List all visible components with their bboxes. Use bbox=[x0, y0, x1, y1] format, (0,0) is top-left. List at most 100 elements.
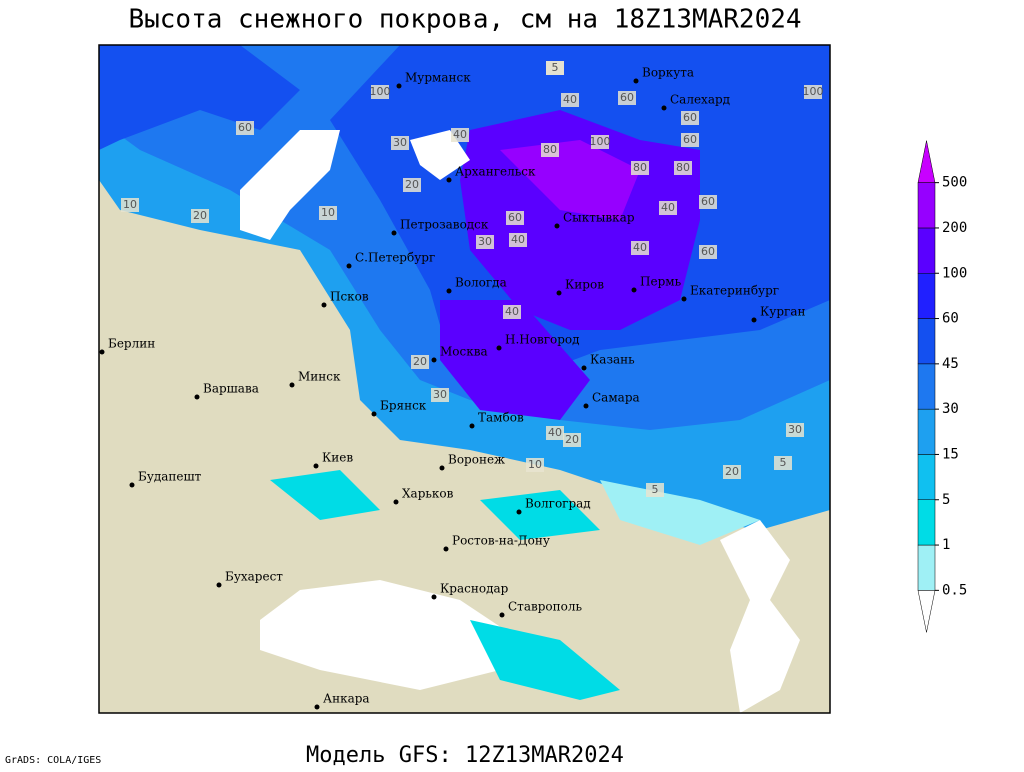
contour-label: 40 bbox=[633, 241, 647, 254]
city-label: Воронеж bbox=[448, 453, 505, 467]
contour-label-bg bbox=[631, 161, 649, 175]
contour-label-bg bbox=[541, 143, 559, 157]
colorbar-label: 200 bbox=[942, 220, 967, 236]
colorbar-band bbox=[917, 454, 936, 501]
title: Высота снежного покрова, см на 18Z13MAR2… bbox=[128, 5, 801, 35]
city-label: Ставрополь bbox=[508, 600, 582, 614]
contour-label: 30 bbox=[478, 235, 492, 248]
contour-label-bg bbox=[509, 233, 527, 247]
colorbar-band bbox=[917, 318, 936, 365]
city-dot bbox=[129, 482, 135, 488]
contour-label-bg bbox=[631, 241, 649, 255]
city-dot bbox=[321, 302, 327, 308]
colorbar-label: 15 bbox=[942, 446, 959, 462]
contour-label-bg bbox=[699, 195, 717, 209]
colorbar-label: 60 bbox=[942, 311, 959, 327]
colorbar-cap-top bbox=[917, 140, 936, 183]
city-dot bbox=[314, 704, 320, 710]
city-dot bbox=[443, 546, 449, 552]
contour-label: 60 bbox=[701, 195, 715, 208]
city-label: Самара bbox=[592, 391, 640, 405]
contour-label-bg bbox=[546, 61, 564, 75]
city-dot bbox=[496, 345, 502, 351]
city-label: Воркута bbox=[642, 66, 694, 80]
city-dot bbox=[499, 612, 505, 618]
colorbar-band bbox=[917, 499, 936, 546]
city-label: Вологда bbox=[455, 276, 507, 290]
contour-label: 20 bbox=[725, 465, 739, 478]
city-label: Казань bbox=[590, 353, 635, 367]
contour-label-bg bbox=[786, 423, 804, 437]
colorbar-band bbox=[917, 182, 936, 229]
contour-label-bg bbox=[546, 426, 564, 440]
contour-label: 60 bbox=[701, 245, 715, 258]
city-label: Архангельск bbox=[455, 165, 536, 179]
city-dot bbox=[554, 223, 560, 229]
contour-label-bg bbox=[391, 136, 409, 150]
contour-label: 10 bbox=[321, 206, 335, 219]
colorbar-cap-bottom bbox=[917, 590, 936, 633]
contour-label: 80 bbox=[676, 161, 690, 174]
colorbar-label: 5 bbox=[942, 492, 950, 508]
contour-label: 30 bbox=[433, 388, 447, 401]
city-label: Краснодар bbox=[440, 582, 509, 596]
city-label: Тамбов bbox=[478, 411, 524, 425]
city-dot bbox=[396, 83, 402, 89]
city-dot bbox=[751, 317, 757, 323]
contour-label: 80 bbox=[633, 161, 647, 174]
colorbar-band bbox=[917, 363, 936, 410]
colorbar-band bbox=[917, 408, 936, 455]
contour-label: 40 bbox=[661, 201, 675, 214]
colorbar-band bbox=[917, 544, 936, 591]
contour-label-bg bbox=[681, 111, 699, 125]
city-label: С.Петербург bbox=[355, 251, 435, 265]
city-dot bbox=[583, 403, 589, 409]
contour-label-bg bbox=[699, 245, 717, 259]
contour-label-bg bbox=[371, 85, 389, 99]
contour-label-bg bbox=[319, 206, 337, 220]
city-dot bbox=[194, 394, 200, 400]
contour-label: 40 bbox=[505, 305, 519, 318]
city-dot bbox=[556, 290, 562, 296]
city-label: Пермь bbox=[640, 275, 682, 289]
contour-label: 60 bbox=[683, 111, 697, 124]
colorbar-band bbox=[917, 227, 936, 274]
city-label: Будапешт bbox=[138, 470, 202, 484]
contour-label: 60 bbox=[508, 211, 522, 224]
city-dot bbox=[371, 411, 377, 417]
colorbar-label: 45 bbox=[942, 356, 959, 372]
contour-label-bg bbox=[236, 121, 254, 135]
contour-label: 20 bbox=[405, 178, 419, 191]
contour-label: 80 bbox=[543, 143, 557, 156]
city-label: Киров bbox=[565, 278, 604, 292]
contour-label: 5 bbox=[652, 483, 659, 496]
contour-label: 40 bbox=[453, 128, 467, 141]
contour-label-bg bbox=[723, 465, 741, 479]
city-dot bbox=[216, 582, 222, 588]
contour-label: 60 bbox=[683, 133, 697, 146]
city-dot bbox=[581, 365, 587, 371]
contour-label-bg bbox=[506, 211, 524, 225]
contour-label-bg bbox=[411, 355, 429, 369]
contour-label: 10 bbox=[528, 458, 542, 471]
city-label: Харьков bbox=[402, 487, 454, 501]
footer: Модель GFS: 12Z13MAR2024 bbox=[306, 743, 624, 768]
city-dot bbox=[469, 423, 475, 429]
city-dot bbox=[313, 463, 319, 469]
contour-label-bg bbox=[451, 128, 469, 142]
city-label: Минск bbox=[298, 370, 341, 384]
city-dot bbox=[446, 177, 452, 183]
city-dot bbox=[431, 594, 437, 600]
colorbar-label: 30 bbox=[942, 401, 959, 417]
contour-label: 5 bbox=[552, 61, 559, 74]
city-label: Мурманск bbox=[405, 71, 471, 85]
city-dot bbox=[446, 288, 452, 294]
contour-label-bg bbox=[646, 483, 664, 497]
contour-label-bg bbox=[403, 178, 421, 192]
contour-label-bg bbox=[618, 91, 636, 105]
contour-label: 40 bbox=[563, 93, 577, 106]
contour-label-bg bbox=[774, 456, 792, 470]
contour-label: 40 bbox=[548, 426, 562, 439]
contour-label-bg bbox=[563, 433, 581, 447]
